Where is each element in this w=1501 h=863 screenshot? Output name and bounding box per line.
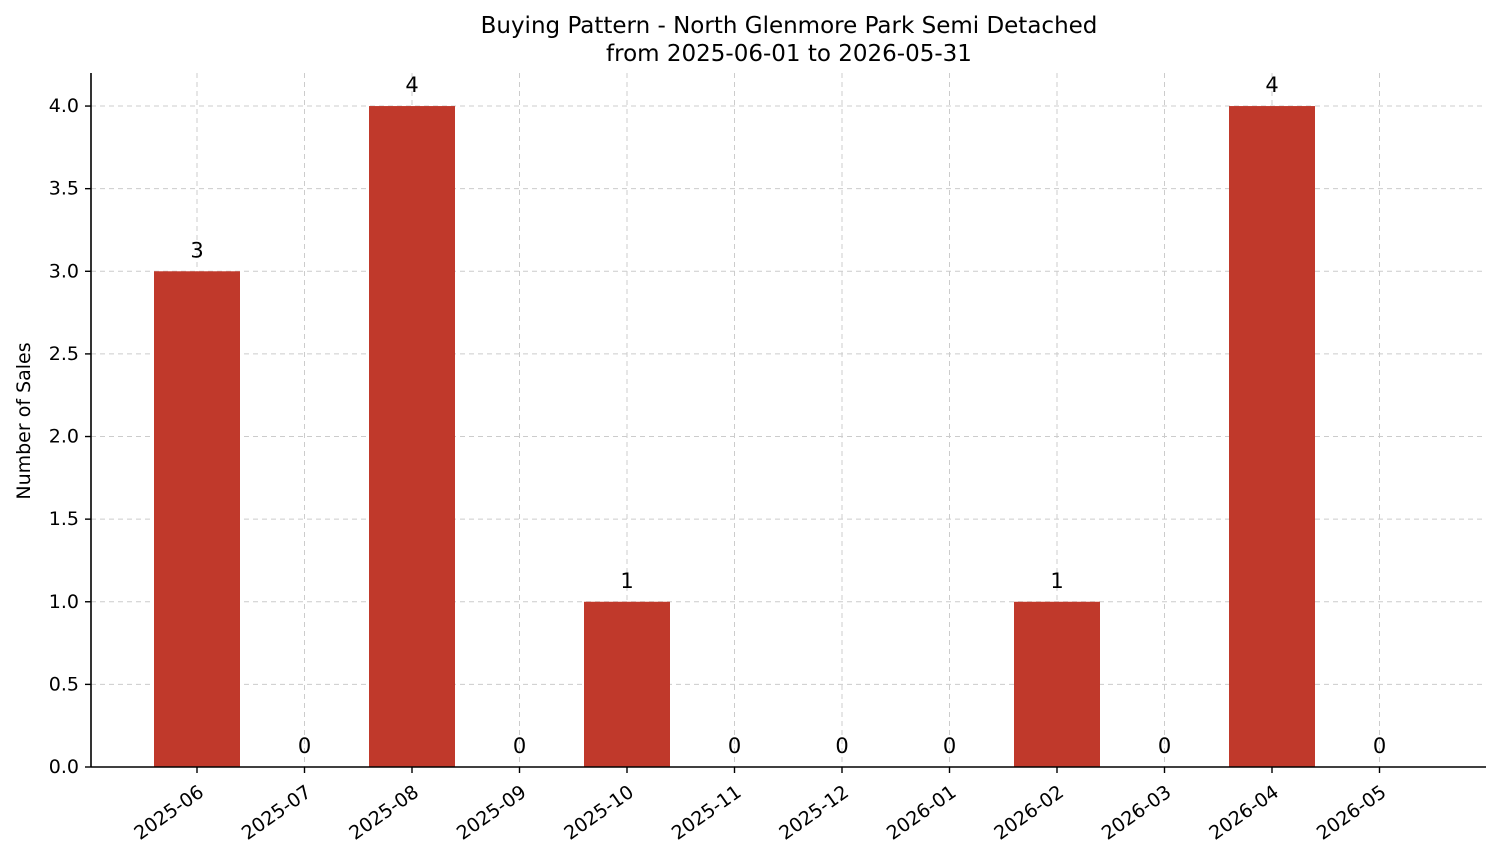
x-tick-label: 2025-06 [130,781,208,845]
data-labels: 3 0 4 0 1 0 0 0 1 0 4 0 [190,73,1386,758]
x-tick-label: 2026-05 [1313,781,1391,845]
y-axis-label: Number of Sales [13,342,35,499]
y-tick-label: 1.0 [49,591,79,613]
bar-value-label: 4 [1265,73,1278,97]
bar-value-label: 0 [513,734,526,758]
x-tick-label: 2026-01 [883,781,961,845]
bar [369,106,455,768]
bar [1014,601,1100,767]
y-tick-label: 3.5 [49,178,79,200]
x-tick-label: 2025-07 [238,781,316,845]
y-tick-label: 4.0 [49,95,79,117]
bar-value-label: 0 [835,734,848,758]
x-tick-label: 2026-02 [990,781,1068,845]
y-tick-label: 0.5 [49,673,79,695]
y-tick-label: 0.0 [49,756,79,778]
bar-value-label: 0 [1158,734,1171,758]
bars [154,106,1315,768]
chart-title-line1: Buying Pattern - North Glenmore Park Sem… [481,13,1098,39]
bar-value-label: 0 [298,734,311,758]
x-tick-label: 2026-04 [1205,781,1283,845]
bar-value-label: 0 [1373,734,1386,758]
y-tick-label: 2.0 [49,426,79,448]
bar [154,271,240,767]
bar [584,601,670,767]
x-tick-label: 2025-09 [453,781,531,845]
x-tick-label: 2025-10 [560,781,638,845]
y-tick-label: 3.0 [49,260,79,282]
y-tick-label: 1.5 [49,508,79,530]
bar-value-label: 0 [728,734,741,758]
x-tick-label: 2025-12 [775,781,853,845]
bar-value-label: 1 [1050,569,1063,593]
x-tick-label: 2026-03 [1098,781,1176,845]
x-tick-label: 2025-08 [345,781,423,845]
bar-value-label: 4 [405,73,418,97]
x-tick-label: 2025-11 [668,781,746,845]
chart-title-line2: from 2025-06-01 to 2026-05-31 [606,41,972,67]
bar-value-label: 0 [943,734,956,758]
y-ticks: 0.0 0.5 1.0 1.5 2.0 2.5 3.0 3.5 4.0 [49,95,91,778]
x-ticks: 2025-06 2025-07 2025-08 2025-09 2025-10 2025-… [130,767,1390,845]
bar-value-label: 3 [190,238,203,262]
bar [1229,106,1315,768]
bar-value-label: 1 [620,569,633,593]
y-tick-label: 2.5 [49,343,79,365]
